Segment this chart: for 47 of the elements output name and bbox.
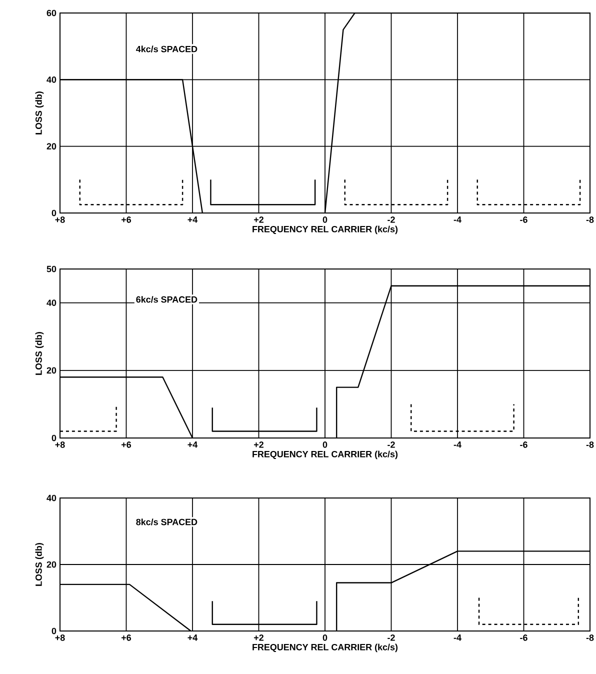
annotation: 6kc/s SPACED bbox=[136, 296, 198, 303]
annotation: 4kc/s SPACED bbox=[136, 46, 198, 52]
x-tick-label: -8 bbox=[586, 442, 594, 448]
y-tick-label: 20 bbox=[46, 143, 56, 150]
x-tick-label: -2 bbox=[388, 634, 395, 641]
x-tick-label: +6 bbox=[122, 442, 132, 448]
x-tick-label: -4 bbox=[454, 634, 462, 641]
x-tick-label: -6 bbox=[520, 634, 528, 641]
annotation: 8kc/s SPACED bbox=[136, 518, 198, 526]
y-tick-label: 20 bbox=[46, 561, 56, 568]
x-tick-label: +8 bbox=[55, 216, 65, 223]
x-tick-label: -6 bbox=[520, 216, 528, 223]
y-tick-label: 40 bbox=[46, 300, 56, 306]
x-tick-label: 0 bbox=[322, 442, 328, 448]
x-tick-label: +8 bbox=[55, 634, 65, 641]
x-tick-label: +2 bbox=[254, 634, 264, 641]
x-tick-label: +8 bbox=[55, 442, 65, 448]
y-tick-label: 0 bbox=[52, 628, 56, 634]
y-tick-label: 40 bbox=[46, 76, 56, 83]
y-tick-label: 20 bbox=[46, 367, 56, 374]
y-tick-label: 50 bbox=[46, 266, 56, 272]
x-tick-label: +6 bbox=[122, 634, 132, 641]
x-axis-title: FREQUENCY REL CARRIER (kc/s) bbox=[252, 226, 398, 234]
x-tick-label: +4 bbox=[188, 634, 198, 641]
y-axis-title: LOSS (db) bbox=[35, 92, 44, 134]
x-tick-label: -4 bbox=[454, 216, 462, 223]
y-axis-title: LOSS (db) bbox=[35, 543, 44, 586]
y-tick-label: 0 bbox=[52, 434, 56, 442]
x-tick-label: +4 bbox=[188, 216, 198, 223]
x-tick-label: -4 bbox=[454, 442, 462, 448]
x-tick-label: 0 bbox=[322, 634, 328, 641]
x-tick-label: +2 bbox=[254, 216, 264, 223]
x-tick-label: -8 bbox=[586, 634, 594, 641]
x-tick-label: -2 bbox=[388, 216, 395, 223]
x-tick-label: -6 bbox=[520, 442, 528, 448]
x-axis-title: FREQUENCY REL CARRIER (kc/s) bbox=[252, 450, 398, 460]
y-tick-label: 0 bbox=[52, 210, 56, 216]
x-tick-label: 0 bbox=[322, 216, 328, 223]
x-tick-label: -8 bbox=[586, 216, 594, 223]
x-tick-label: +4 bbox=[188, 442, 198, 448]
y-axis-title: LOSS (db) bbox=[35, 332, 44, 375]
x-tick-label: +2 bbox=[254, 442, 264, 448]
x-tick-label: +6 bbox=[122, 216, 132, 223]
y-tick-label: 40 bbox=[46, 494, 56, 502]
x-tick-label: -2 bbox=[388, 442, 395, 448]
y-tick-label: 60 bbox=[46, 10, 56, 16]
x-axis-title: FREQUENCY REL CARRIER (kc/s) bbox=[252, 644, 398, 652]
